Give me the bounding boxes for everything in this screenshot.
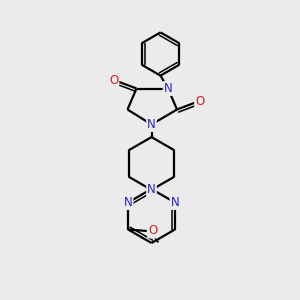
Text: N: N xyxy=(124,196,133,209)
Text: O: O xyxy=(195,95,204,108)
Text: O: O xyxy=(109,74,118,87)
Text: N: N xyxy=(147,118,156,131)
Text: O: O xyxy=(148,224,157,238)
Text: N: N xyxy=(164,82,172,95)
Text: N: N xyxy=(170,196,179,209)
Text: N: N xyxy=(147,183,156,196)
